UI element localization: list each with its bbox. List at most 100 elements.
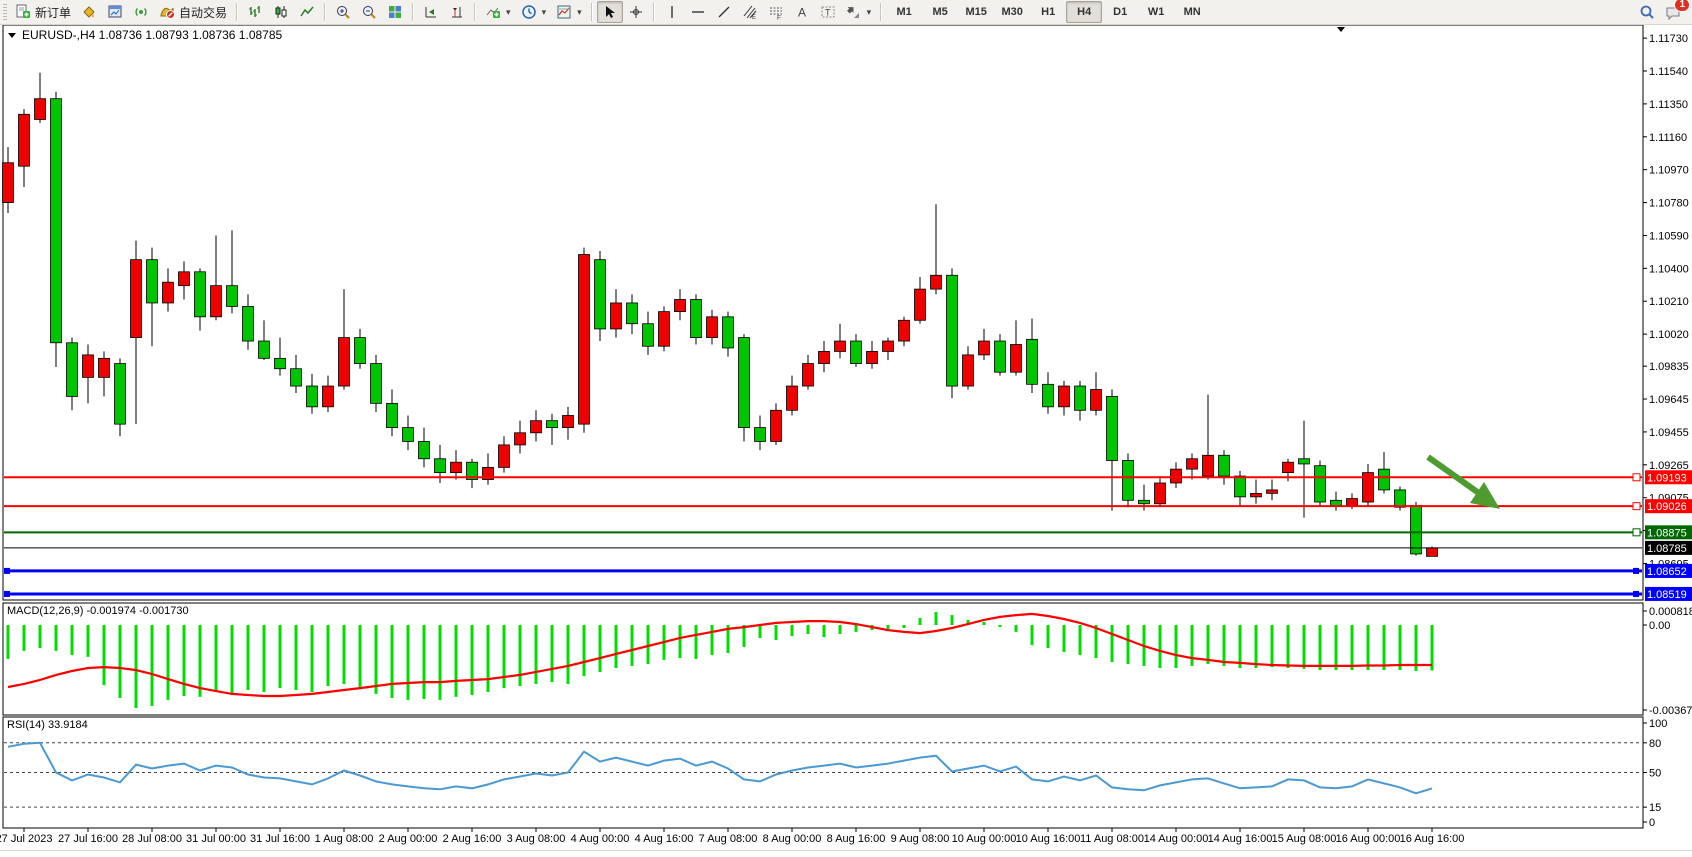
chart-menu-triangle-icon[interactable] xyxy=(8,33,16,38)
time-tick-label: 28 Jul 08:00 xyxy=(122,833,182,845)
timeframe-m5-button[interactable]: M5 xyxy=(932,6,948,18)
timeframe-m15-button[interactable]: M15 xyxy=(965,6,987,18)
bull-candle xyxy=(1170,468,1182,484)
periods-button[interactable]: ▾ xyxy=(516,1,552,23)
rsi-tick-label: 15 xyxy=(1649,802,1661,814)
line-chart-mode-button[interactable] xyxy=(294,1,320,23)
arrow-objects-button[interactable]: ▾ xyxy=(841,1,877,23)
chart-shift-marker-icon[interactable] xyxy=(1337,27,1345,32)
bear-candle xyxy=(146,259,158,304)
horizontal-line-tool-button[interactable] xyxy=(685,1,711,23)
trend-arrow-annotation[interactable] xyxy=(1426,454,1500,509)
macd-indicator[interactable]: MACD(12,26,9) -0.001974 -0.001730 0.00081… xyxy=(6,605,1692,717)
new-chart-button[interactable] xyxy=(102,1,128,23)
signal-button[interactable] xyxy=(128,1,154,23)
horizontal-line-icon xyxy=(690,4,706,20)
auto-trading-button[interactable]: 自动交易 xyxy=(154,1,232,23)
bull-candle xyxy=(866,351,878,364)
bull-candle xyxy=(1090,389,1102,411)
auto-trading-label: 自动交易 xyxy=(179,5,228,20)
auto-scroll-button[interactable] xyxy=(418,1,444,23)
bull-candle xyxy=(1154,482,1166,505)
candlestick-series[interactable] xyxy=(2,72,1438,557)
zoom-in-button[interactable] xyxy=(330,1,356,23)
timeframe-d1-button[interactable]: D1 xyxy=(1113,6,1128,18)
bull-candle xyxy=(658,311,670,347)
toolbar-grip xyxy=(3,4,7,20)
timeframe-m30-button[interactable]: M30 xyxy=(1001,6,1023,18)
main-chart-panel[interactable] xyxy=(2,24,1644,601)
zoom-out-button[interactable] xyxy=(356,1,382,23)
price-tick-label: 1.10210 xyxy=(1649,296,1689,308)
price-tick-label: 1.10590 xyxy=(1649,230,1689,242)
time-tick-label: 27 Jul 2023 xyxy=(0,833,52,845)
zoom-in-icon xyxy=(335,4,351,20)
bear-candle xyxy=(1410,505,1422,555)
bear-candle xyxy=(1122,460,1134,501)
arrow-shaft xyxy=(1426,454,1485,499)
time-axis[interactable]: 27 Jul 2023 27 Jul 16:00 28 Jul 08:00 31 Ju… xyxy=(0,828,1464,845)
bull-candle xyxy=(930,274,942,290)
timeframe-w1-button[interactable]: W1 xyxy=(1147,6,1165,18)
search-button[interactable] xyxy=(1634,1,1660,23)
bull-candle xyxy=(162,281,174,304)
text-label-tool-button[interactable]: T xyxy=(815,1,841,23)
bull-candle xyxy=(1250,492,1262,498)
toolbar-separator xyxy=(324,3,327,21)
rsi-tick-label: 0 xyxy=(1649,817,1655,829)
timeframe-h1-button[interactable]: H1 xyxy=(1041,6,1056,18)
price-tick-label: 1.09265 xyxy=(1649,460,1689,472)
text-icon: A xyxy=(794,4,810,20)
line-handle[interactable] xyxy=(1632,473,1641,482)
chart-shift-button[interactable] xyxy=(444,1,470,23)
toolbar-separator xyxy=(880,3,883,21)
bull-candle xyxy=(578,254,590,425)
bull-candle xyxy=(610,302,622,330)
bear-candle xyxy=(1234,475,1246,498)
timeframe-m1-button[interactable]: M1 xyxy=(896,6,912,18)
line-handle[interactable] xyxy=(1632,528,1641,537)
timeframe-mn-button[interactable]: MN xyxy=(1183,6,1201,18)
line-handle[interactable] xyxy=(4,567,10,574)
crosshair-tool-button[interactable] xyxy=(623,1,649,23)
equidistant-channel-tool-button[interactable]: E xyxy=(737,1,763,23)
bear-candle xyxy=(754,427,766,442)
rsi-tick-label: 80 xyxy=(1649,738,1661,750)
candlestick-mode-button[interactable] xyxy=(268,1,294,23)
macd-signal-line xyxy=(7,612,1432,698)
line-handle[interactable] xyxy=(4,590,10,597)
text-tool-button[interactable]: A xyxy=(789,1,815,23)
equidistant-channel-icon: E xyxy=(742,4,758,21)
templates-button[interactable]: ▾ xyxy=(551,1,587,23)
price-line-badge xyxy=(1645,586,1692,601)
notifications-button[interactable]: 1 xyxy=(1660,0,1690,23)
vertical-line-icon xyxy=(664,4,680,20)
line-handle[interactable] xyxy=(1632,502,1641,511)
bar-chart-mode-button[interactable] xyxy=(242,1,268,23)
styler-button[interactable] xyxy=(76,1,102,23)
price-line-badge-label: 1.08785 xyxy=(1647,543,1687,555)
svg-text:T: T xyxy=(825,8,831,18)
new-order-button[interactable]: 新订单 xyxy=(10,1,76,23)
tile-windows-button[interactable] xyxy=(382,1,408,23)
line-handle[interactable] xyxy=(1633,567,1639,574)
cursor-tool-button[interactable] xyxy=(596,1,623,23)
fibonacci-tool-button[interactable]: F xyxy=(763,1,789,23)
bear-candle xyxy=(258,340,270,359)
trendline-tool-button[interactable] xyxy=(711,1,737,23)
rsi-indicator[interactable]: RSI(14) 33.9184 100 80 50 15 0 xyxy=(4,718,1667,829)
auto-scroll-icon xyxy=(423,4,439,20)
price-axis[interactable]: 1.11730 1.11540 1.11350 1.11160 1.10970 1.107… xyxy=(1643,33,1689,570)
price-tick-label: 1.11730 xyxy=(1649,33,1688,45)
indicators-button[interactable]: ▾ xyxy=(480,1,516,23)
price-tick-label: 1.10020 xyxy=(1649,329,1689,341)
toolbar-separator xyxy=(236,3,239,21)
vertical-line-tool-button[interactable] xyxy=(659,1,685,23)
bull-candle xyxy=(978,340,990,356)
line-handle[interactable] xyxy=(1633,590,1639,597)
bull-candle xyxy=(322,385,334,408)
timeframe-h4-button[interactable]: H4 xyxy=(1066,1,1103,23)
bull-candle xyxy=(450,461,462,473)
bull-candle xyxy=(482,467,494,480)
